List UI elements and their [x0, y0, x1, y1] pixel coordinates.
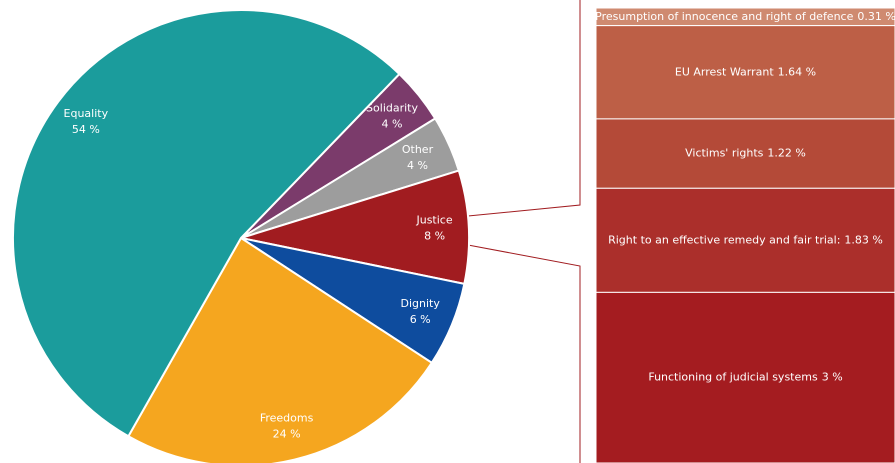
- segment-value: 1.22 %: [767, 147, 805, 160]
- segment-label: EU Arrest Warrant 1.64 %: [675, 65, 816, 78]
- segment-name: Right to an effective remedy and fair tr…: [608, 233, 840, 246]
- slice-label: Justice: [415, 214, 452, 227]
- bar-segment: [595, 291, 895, 463]
- slice-label: Solidarity: [366, 102, 418, 115]
- segment-value: 0.31 %: [857, 10, 895, 23]
- segment-label: Presumption of innocence and right of de…: [595, 10, 895, 23]
- slice-value: 8 %: [424, 230, 445, 243]
- slice-label: Equality: [64, 107, 109, 120]
- bar-segment: [595, 25, 895, 120]
- bar-segment: [595, 187, 895, 293]
- slice-value: 54 %: [72, 123, 100, 136]
- slice-label: Other: [402, 143, 434, 156]
- slice-value: 4 %: [407, 159, 428, 172]
- slice-value: 24 %: [273, 427, 301, 440]
- connector-line: [467, 244, 581, 463]
- pie-slice: [240, 169, 470, 286]
- connector-line: [467, 0, 581, 217]
- slice-label: Freedoms: [260, 411, 314, 424]
- connectors: [467, 0, 581, 463]
- pie-slice: [12, 9, 401, 438]
- segment-name: EU Arrest Warrant: [675, 65, 774, 78]
- slice-value: 6 %: [410, 313, 431, 326]
- segment-value: 1.64 %: [778, 65, 816, 78]
- segment-label: Right to an effective remedy and fair tr…: [608, 233, 883, 246]
- segment-label: Functioning of judicial systems 3 %: [648, 371, 842, 384]
- segment-label: Victims' rights 1.22 %: [685, 147, 806, 160]
- pie-slice: [127, 236, 434, 463]
- segment-name: Presumption of innocence and right of de…: [595, 10, 853, 23]
- slice-label: Dignity: [400, 297, 440, 310]
- segment-value: 1.83 %: [844, 233, 882, 246]
- segment-name: Functioning of judicial systems: [648, 371, 818, 384]
- segment-value: 3 %: [822, 371, 843, 384]
- slice-value: 4 %: [382, 118, 403, 131]
- segment-name: Victims' rights: [685, 147, 764, 160]
